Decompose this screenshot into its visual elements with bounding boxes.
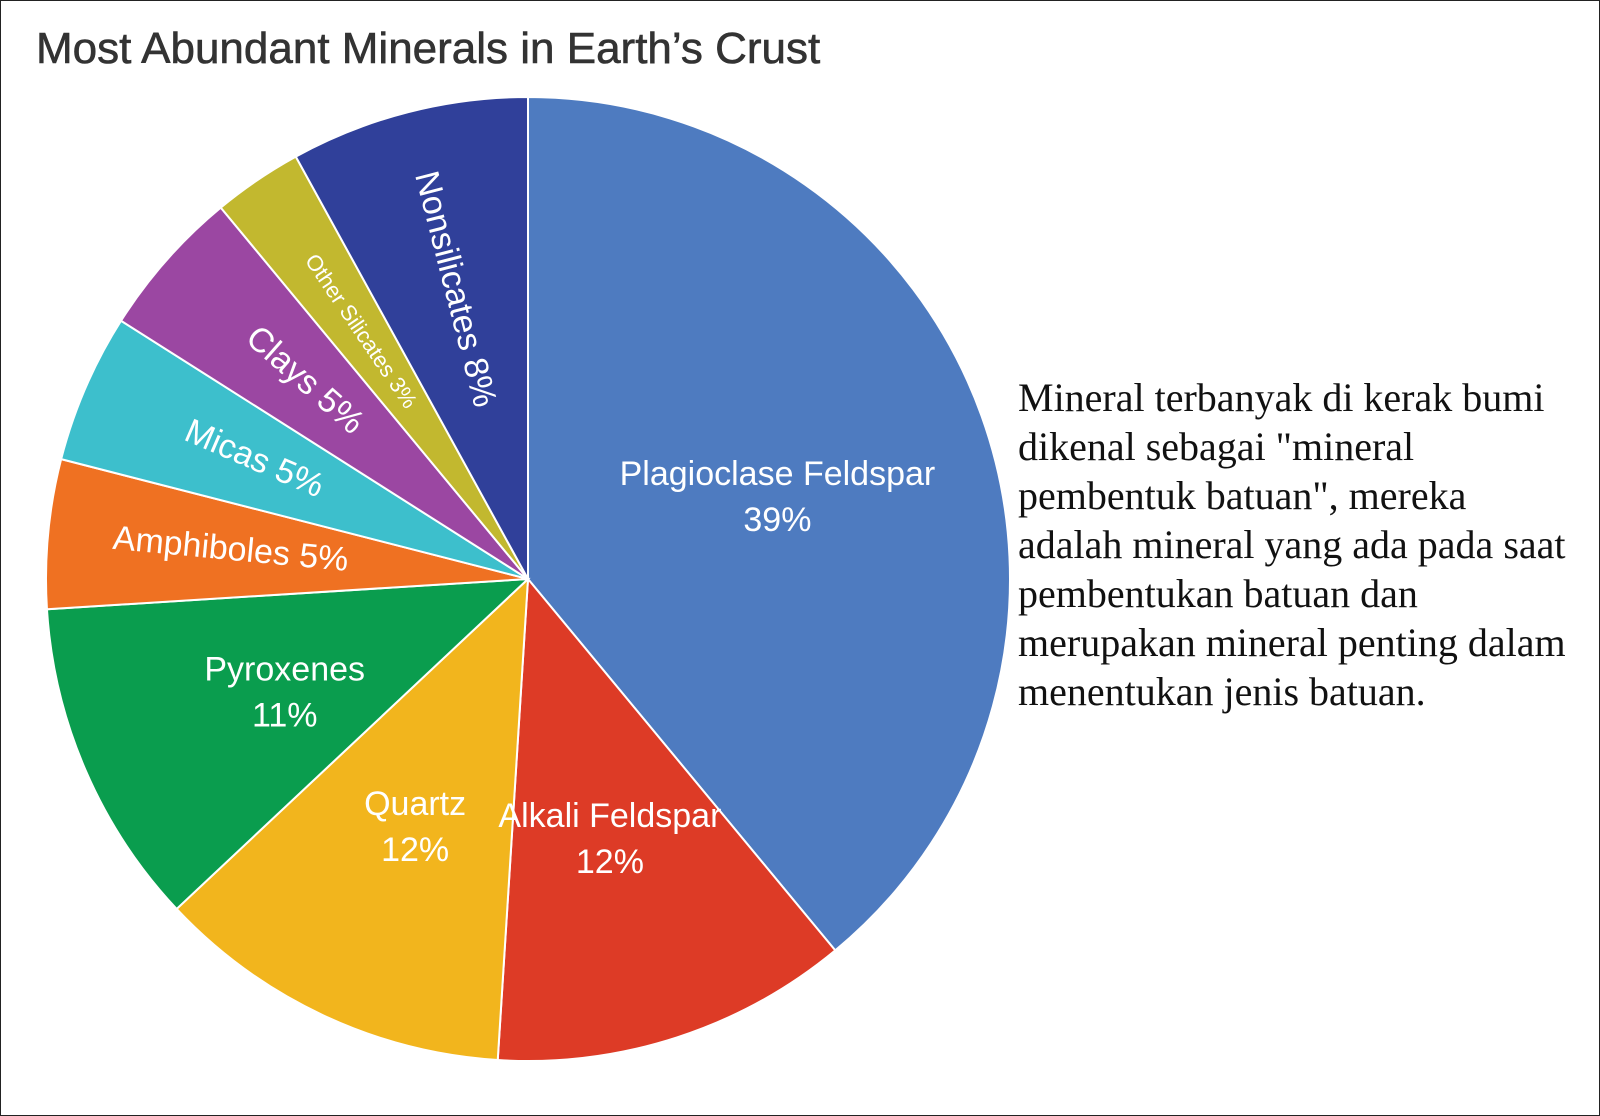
- slice-label-name: Pyroxenes: [204, 650, 365, 688]
- slice-label-name: Quartz: [364, 785, 466, 823]
- slice-label-name: Plagioclase Feldspar: [620, 455, 936, 493]
- pie-slice: [45, 457, 529, 611]
- slice-label-value: 12%: [576, 843, 644, 881]
- pie-slice: [175, 576, 530, 1062]
- slice-label-value: 12%: [381, 831, 449, 869]
- pie-slice: [294, 95, 529, 580]
- chart-title: Most Abundant Minerals in Earth’s Crust: [36, 24, 820, 73]
- description: Mineral terbanyak di kerak bumi dikenal …: [1018, 375, 1566, 714]
- pie-slice: [45, 577, 531, 911]
- slice-label: Pyroxenes 11%: [204, 650, 365, 734]
- slice-label-name: Alkali Feldspar: [498, 797, 721, 835]
- pie-slice: [527, 95, 1011, 952]
- slice-label: Plagioclase Feldspar 39%: [620, 455, 936, 539]
- pie-slice: [496, 576, 837, 1062]
- slice-label: Alkali Feldspar 12%: [498, 797, 721, 881]
- pie-slice: [119, 206, 529, 580]
- slice-label-value: 5%: [298, 536, 350, 578]
- slice-label-value: 11%: [252, 696, 318, 734]
- slice-label: Quartz 12%: [364, 785, 466, 869]
- pie-slice: [59, 319, 529, 580]
- slice-label-value: 39%: [743, 501, 811, 539]
